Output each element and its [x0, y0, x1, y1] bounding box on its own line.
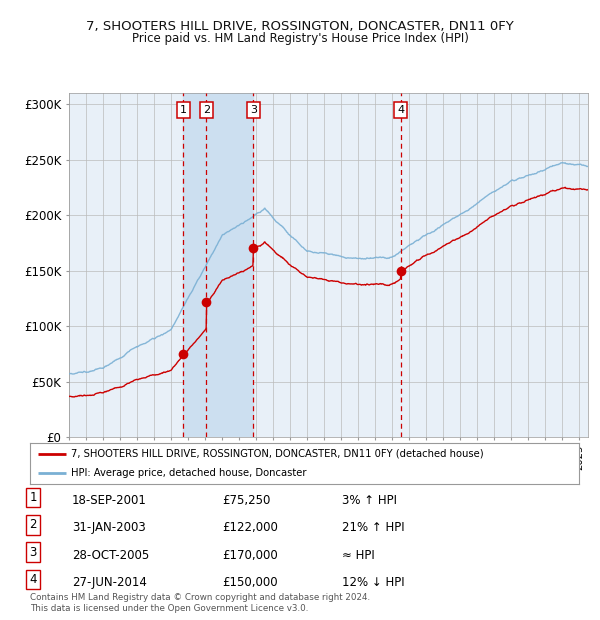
Text: 4: 4 [29, 573, 37, 586]
Text: 28-OCT-2005: 28-OCT-2005 [72, 549, 149, 562]
Text: 27-JUN-2014: 27-JUN-2014 [72, 576, 147, 589]
Text: 2: 2 [29, 518, 37, 531]
Bar [184, 93, 253, 437]
Text: £170,000: £170,000 [222, 549, 278, 562]
Text: 3: 3 [250, 105, 257, 115]
Text: 3% ↑ HPI: 3% ↑ HPI [342, 494, 397, 507]
Text: 18-SEP-2001: 18-SEP-2001 [72, 494, 147, 507]
Text: 31-JAN-2003: 31-JAN-2003 [72, 521, 146, 534]
Text: Contains HM Land Registry data © Crown copyright and database right 2024.
This d: Contains HM Land Registry data © Crown c… [30, 593, 370, 613]
Text: HPI: Average price, detached house, Doncaster: HPI: Average price, detached house, Donc… [71, 467, 307, 477]
Text: 1: 1 [180, 105, 187, 115]
Text: 1: 1 [29, 491, 37, 504]
Text: £75,250: £75,250 [222, 494, 271, 507]
Text: £122,000: £122,000 [222, 521, 278, 534]
Text: 12% ↓ HPI: 12% ↓ HPI [342, 576, 404, 589]
Text: 21% ↑ HPI: 21% ↑ HPI [342, 521, 404, 534]
Text: 7, SHOOTERS HILL DRIVE, ROSSINGTON, DONCASTER, DN11 0FY (detached house): 7, SHOOTERS HILL DRIVE, ROSSINGTON, DONC… [71, 449, 484, 459]
Text: £150,000: £150,000 [222, 576, 278, 589]
Text: 3: 3 [29, 546, 37, 559]
Text: 4: 4 [397, 105, 404, 115]
Text: ≈ HPI: ≈ HPI [342, 549, 375, 562]
Text: 2: 2 [203, 105, 210, 115]
Text: 7, SHOOTERS HILL DRIVE, ROSSINGTON, DONCASTER, DN11 0FY: 7, SHOOTERS HILL DRIVE, ROSSINGTON, DONC… [86, 20, 514, 33]
Text: Price paid vs. HM Land Registry's House Price Index (HPI): Price paid vs. HM Land Registry's House … [131, 32, 469, 45]
